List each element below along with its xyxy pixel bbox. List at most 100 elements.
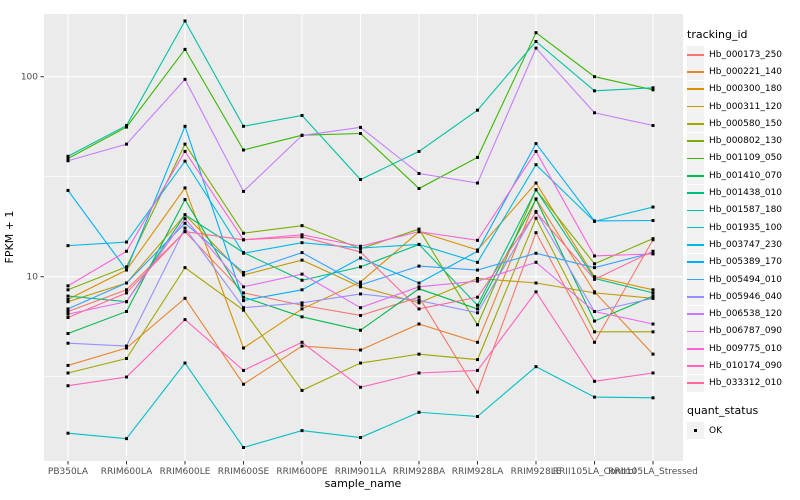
legend-label: Hb_009775_010 bbox=[709, 343, 783, 354]
point-marker bbox=[534, 142, 538, 146]
legend-label: Hb_005389_170 bbox=[709, 257, 783, 268]
point-marker bbox=[125, 346, 128, 350]
legend-key bbox=[687, 288, 704, 306]
point-marker bbox=[183, 226, 187, 230]
point-marker bbox=[359, 361, 362, 365]
y-tick-label: 10 bbox=[27, 273, 39, 283]
point-marker bbox=[242, 251, 245, 255]
point-marker bbox=[593, 309, 596, 313]
legend-entry-Hb_009775_010: Hb_009775_010 bbox=[687, 340, 799, 358]
point-marker bbox=[651, 371, 655, 375]
point-marker bbox=[359, 256, 362, 260]
point-marker bbox=[300, 233, 304, 237]
point-marker bbox=[300, 224, 304, 228]
point-marker bbox=[417, 281, 421, 285]
point-marker bbox=[417, 172, 421, 176]
point-marker bbox=[66, 154, 70, 158]
point-marker bbox=[66, 297, 70, 301]
legend-title-quant-status: quant_status bbox=[687, 403, 759, 417]
point-marker bbox=[476, 358, 479, 362]
legend-label: Hb_005946_040 bbox=[709, 291, 783, 302]
point-marker bbox=[183, 266, 187, 270]
point-marker bbox=[125, 240, 128, 244]
point-marker bbox=[300, 301, 304, 305]
point-marker bbox=[476, 268, 479, 272]
point-marker bbox=[359, 306, 362, 310]
point-marker bbox=[66, 307, 70, 311]
point-marker bbox=[534, 216, 538, 220]
point-marker bbox=[476, 311, 479, 315]
point-marker bbox=[476, 307, 479, 311]
point-marker bbox=[66, 188, 70, 192]
legend-entry-Hb_001587_180: Hb_001587_180 bbox=[687, 201, 799, 219]
point-marker bbox=[417, 410, 421, 414]
point-marker bbox=[651, 88, 655, 92]
point-marker bbox=[125, 124, 128, 128]
point-marker bbox=[300, 288, 304, 292]
point-marker bbox=[651, 288, 655, 292]
point-marker bbox=[183, 213, 187, 217]
point-marker bbox=[125, 300, 128, 304]
point-marker bbox=[125, 268, 128, 272]
point-marker bbox=[417, 371, 421, 375]
point-marker bbox=[534, 149, 538, 153]
point-marker bbox=[183, 124, 187, 128]
point-marker bbox=[593, 275, 596, 279]
legend-entry-Hb_010174_090: Hb_010174_090 bbox=[687, 357, 799, 375]
point-marker bbox=[534, 210, 538, 214]
point-marker bbox=[300, 134, 304, 138]
point-marker bbox=[593, 291, 596, 295]
point-marker bbox=[359, 283, 362, 287]
point-marker bbox=[476, 181, 479, 185]
point-marker bbox=[593, 330, 596, 334]
legend-line-swatch bbox=[687, 261, 704, 264]
legend-line-swatch bbox=[687, 71, 704, 73]
point-marker bbox=[359, 285, 362, 289]
point-marker bbox=[593, 75, 596, 79]
legend-entry-Hb_000300_180: Hb_000300_180 bbox=[687, 80, 799, 98]
point-marker bbox=[300, 251, 304, 255]
point-marker bbox=[66, 159, 70, 163]
legend-entry-Hb_000802_130: Hb_000802_130 bbox=[687, 132, 799, 150]
point-marker bbox=[242, 238, 245, 242]
legend-line-swatch bbox=[687, 244, 704, 246]
point-marker bbox=[242, 306, 245, 310]
point-marker bbox=[183, 296, 187, 300]
point-marker bbox=[359, 292, 362, 296]
x-tick-label: RRII105LA_Control bbox=[553, 467, 636, 477]
point-marker bbox=[300, 258, 304, 262]
y-tick-label: 100 bbox=[21, 73, 38, 83]
point-marker bbox=[651, 396, 655, 400]
point-marker bbox=[359, 385, 362, 389]
legend-line-swatch bbox=[687, 105, 704, 108]
legend-line-swatch bbox=[687, 192, 704, 194]
point-marker bbox=[66, 312, 70, 316]
point-marker bbox=[534, 188, 538, 192]
legend-label: Hb_006787_090 bbox=[709, 326, 783, 337]
x-tick-label: RRIM928BA bbox=[393, 467, 446, 477]
point-marker bbox=[417, 242, 421, 246]
x-axis-title: sample_name bbox=[325, 477, 402, 490]
legend-line-swatch bbox=[687, 140, 704, 142]
legend-key bbox=[687, 201, 704, 219]
point-marker bbox=[534, 281, 538, 285]
y-axis-title: FPKM + 1 bbox=[3, 211, 16, 264]
point-marker bbox=[359, 250, 362, 254]
point-marker bbox=[183, 318, 187, 322]
point-marker bbox=[359, 246, 362, 250]
point-marker bbox=[359, 313, 362, 317]
legend-label: Hb_033312_010 bbox=[709, 378, 783, 389]
point-marker bbox=[651, 252, 655, 256]
point-marker bbox=[593, 266, 596, 270]
x-tick-label: RRIM600SE bbox=[218, 467, 270, 477]
legend-label: Hb_000173_250 bbox=[709, 49, 783, 60]
point-marker bbox=[359, 244, 362, 248]
point-marker bbox=[183, 149, 187, 153]
point-marker bbox=[66, 294, 70, 298]
point-marker bbox=[359, 436, 362, 440]
point-marker bbox=[183, 361, 187, 365]
legend-key bbox=[687, 63, 704, 81]
point-marker bbox=[651, 86, 655, 90]
legend-line-swatch bbox=[687, 382, 704, 385]
legend-key bbox=[687, 271, 704, 288]
